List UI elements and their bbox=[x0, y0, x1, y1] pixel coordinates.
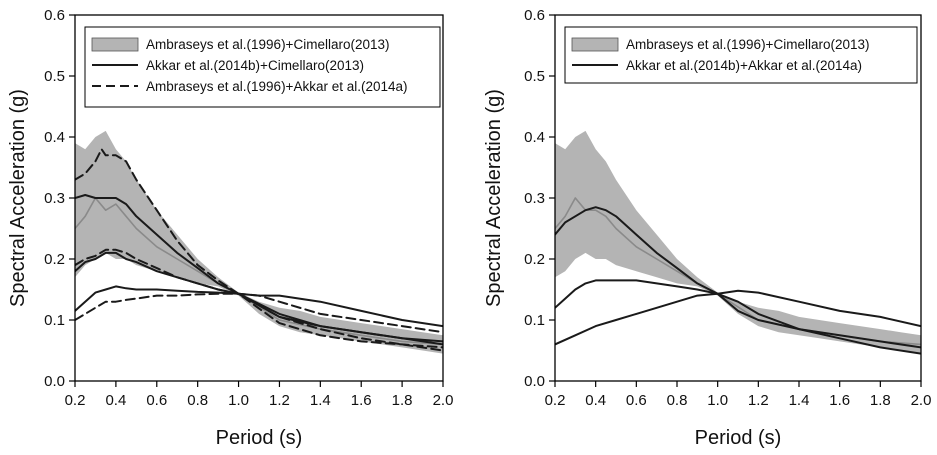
left-x-tick-label: 0.8 bbox=[187, 392, 208, 409]
right-x-tick-label: 0.2 bbox=[545, 392, 566, 409]
left-series-6-dashed-median bbox=[75, 248, 443, 352]
right-y-tick-label: 0.0 bbox=[524, 373, 545, 390]
left-x-tick-label: 1.6 bbox=[351, 392, 372, 409]
right-ticks: 0.2 0.4 0.6 0.8 1.0 1.2 1.4 1.6 1.8 2.0 0.0 0.1 0.2 0… bbox=[524, 7, 931, 409]
right-legend-label-1: Akkar et al.(2014b)+Akkar et al.(2014a) bbox=[626, 58, 862, 73]
right-series-4-solid-lower bbox=[555, 289, 921, 346]
left-x-tick-label: 0.4 bbox=[105, 392, 126, 409]
left-legend-swatch-band bbox=[91, 37, 139, 52]
left-legend-label-1: Akkar et al.(2014b)+Cimellaro(2013) bbox=[146, 58, 364, 73]
right-plot-content bbox=[555, 130, 921, 355]
left-x-tick-label: 1.8 bbox=[392, 392, 413, 409]
left-x-tick-label: 1.0 bbox=[228, 392, 249, 409]
left-y-tick-label: 0.0 bbox=[44, 373, 65, 390]
right-y-axis-label: Spectral Acceleration (g) bbox=[483, 89, 505, 307]
right-legend: Ambraseys et al.(1996)+Cimellaro(2013) A… bbox=[564, 26, 918, 84]
left-y-tick-label: 0.2 bbox=[44, 251, 65, 268]
left-series-4-solid-lower bbox=[75, 285, 443, 328]
left-x-tick-label: 0.6 bbox=[146, 392, 167, 409]
left-x-tick-label: 2.0 bbox=[433, 392, 454, 409]
right-y-tick-label: 0.6 bbox=[524, 7, 545, 24]
right-x-tick-label: 1.6 bbox=[829, 392, 850, 409]
right-x-axis-label: Period (s) bbox=[695, 427, 782, 449]
left-y-tick-label: 0.6 bbox=[44, 7, 65, 24]
left-ticks: 0.2 0.4 0.6 0.8 1.0 1.2 1.4 1.6 1.8 2.0 0.0 0.1 0.2 0… bbox=[44, 7, 453, 409]
right-series-3-solid-upper bbox=[555, 279, 921, 355]
left-legend: Ambraseys et al.(1996)+Cimellaro(2013) A… bbox=[84, 26, 441, 108]
chart-left: 0.2 0.4 0.6 0.8 1.0 1.2 1.4 1.6 1.8 2.0 0.0 0.1 0.2 0… bbox=[7, 7, 453, 449]
right-y-tick-label: 0.5 bbox=[524, 68, 545, 85]
left-x-tick-label: 1.2 bbox=[269, 392, 290, 409]
right-x-tick-label: 1.8 bbox=[870, 392, 891, 409]
right-x-tick-label: 0.8 bbox=[667, 392, 688, 409]
right-band-area bbox=[555, 130, 921, 354]
right-y-tick-label: 0.4 bbox=[524, 129, 545, 146]
left-legend-label-2: Ambraseys et al.(1996)+Akkar et al.(2014… bbox=[146, 79, 408, 94]
left-series-group bbox=[75, 130, 443, 354]
left-legend-box bbox=[84, 26, 441, 108]
right-series-group bbox=[555, 130, 921, 355]
left-y-tick-label: 0.1 bbox=[44, 312, 65, 329]
left-legend-label-0: Ambraseys et al.(1996)+Cimellaro(2013) bbox=[146, 37, 389, 52]
right-x-tick-label: 2.0 bbox=[911, 392, 932, 409]
left-x-tick-label: 1.4 bbox=[310, 392, 331, 409]
left-series-5-dashed-upper bbox=[75, 148, 443, 349]
right-x-tick-label: 0.6 bbox=[626, 392, 647, 409]
left-y-tick-label: 0.3 bbox=[44, 190, 65, 207]
left-y-axis-label: Spectral Acceleration (g) bbox=[7, 89, 29, 307]
left-plot-content bbox=[75, 130, 443, 354]
right-x-tick-label: 1.2 bbox=[748, 392, 769, 409]
right-legend-box bbox=[564, 26, 918, 84]
left-x-axis-label: Period (s) bbox=[216, 427, 303, 449]
right-x-tick-label: 0.4 bbox=[585, 392, 606, 409]
right-legend-swatch-band bbox=[571, 37, 619, 52]
right-x-tick-label: 1.4 bbox=[789, 392, 810, 409]
left-series-1-gray-band-median bbox=[75, 197, 443, 346]
left-y-tick-label: 0.5 bbox=[44, 68, 65, 85]
right-y-tick-label: 0.1 bbox=[524, 312, 545, 329]
right-y-tick-label: 0.2 bbox=[524, 251, 545, 268]
right-y-tick-label: 0.3 bbox=[524, 190, 545, 207]
chart-right: 0.2 0.4 0.6 0.8 1.0 1.2 1.4 1.6 1.8 2.0 0.0 0.1 0.2 0… bbox=[483, 7, 931, 449]
left-y-tick-label: 0.4 bbox=[44, 129, 65, 146]
left-x-tick-label: 0.2 bbox=[65, 392, 86, 409]
right-legend-label-0: Ambraseys et al.(1996)+Cimellaro(2013) bbox=[626, 37, 869, 52]
left-series-7-dashed-lower bbox=[75, 292, 443, 334]
right-x-tick-label: 1.0 bbox=[707, 392, 728, 409]
